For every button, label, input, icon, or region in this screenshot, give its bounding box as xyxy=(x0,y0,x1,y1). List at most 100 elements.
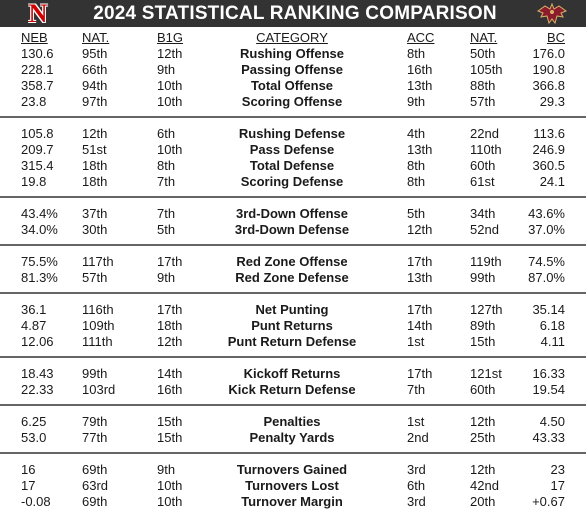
neb-value: 17 xyxy=(21,478,36,493)
neb-national-rank: 103rd xyxy=(82,382,116,397)
acc-rank: 13th xyxy=(407,142,433,157)
category-label: Total Defense xyxy=(249,158,335,173)
category-label: Rushing Defense xyxy=(238,126,346,141)
category-label: Red Zone Offense xyxy=(236,254,348,269)
neb-national-rank: 30th xyxy=(82,222,108,237)
table-row: 75.5% 117th 17th Red Zone Offense 17th 119th 7… xyxy=(0,254,586,270)
neb-national-rank: 18th xyxy=(82,158,108,173)
table-row: -0.08 69th 10th Turnover Margin 3rd 20th +0.67 xyxy=(0,494,586,510)
title-bar: N 2024 STATISTICAL RANKING COMPARISON xyxy=(0,0,586,27)
neb-national-rank: 63rd xyxy=(82,478,109,493)
table-row: 36.1 116th 17th Net Punting 17th 127th 35.14 xyxy=(0,302,586,318)
b1g-rank: 12th xyxy=(157,46,183,61)
neb-value: 81.3% xyxy=(21,270,58,285)
b1g-rank: 15th xyxy=(157,430,183,445)
bc-national-rank: 89th xyxy=(470,318,496,333)
neb-value: 34.0% xyxy=(21,222,58,237)
acc-rank: 17th xyxy=(407,366,433,381)
section-divider xyxy=(0,196,586,198)
b1g-rank: 8th xyxy=(157,158,176,173)
table-row: 228.1 66th 9th Passing Offense 16th 105th 190.… xyxy=(0,62,586,78)
acc-rank: 9th xyxy=(407,94,426,109)
bc-value: 16.33 xyxy=(532,366,565,381)
category-label: Passing Offense xyxy=(241,62,343,77)
neb-national-rank: 12th xyxy=(82,126,108,141)
bc-national-rank: 20th xyxy=(470,494,496,509)
acc-rank: 14th xyxy=(407,318,433,333)
category-label: Punt Returns xyxy=(251,318,333,333)
bc-national-rank: 121st xyxy=(470,366,502,381)
neb-national-rank: 57th xyxy=(82,270,108,285)
acc-rank: 1st xyxy=(407,334,425,349)
col-nat-neb: NAT. xyxy=(82,30,110,45)
table-row: 4.87 109th 18th Punt Returns 14th 89th 6.18 xyxy=(0,318,586,334)
b1g-rank: 15th xyxy=(157,414,183,429)
acc-rank: 17th xyxy=(407,302,433,317)
neb-national-rank: 111th xyxy=(82,334,113,349)
bc-national-rank: 50th xyxy=(470,46,496,61)
bc-value: 24.1 xyxy=(539,174,565,189)
acc-rank: 3rd xyxy=(407,494,426,509)
bc-value: 4.11 xyxy=(540,334,565,349)
neb-value: 23.8 xyxy=(21,94,47,109)
bc-value: 176.0 xyxy=(532,46,565,61)
neb-value: 6.25 xyxy=(21,414,47,429)
neb-national-rank: 95th xyxy=(82,46,108,61)
acc-rank: 8th xyxy=(407,158,426,173)
table-row: 6.25 79th 15th Penalties 1st 12th 4.50 xyxy=(0,414,586,430)
bc-value: 113.6 xyxy=(533,126,565,141)
acc-rank: 13th xyxy=(407,78,433,93)
bc-national-rank: 127th xyxy=(470,302,503,317)
acc-rank: 6th xyxy=(407,478,426,493)
bc-national-rank: 105th xyxy=(470,62,503,77)
neb-value: 43.4% xyxy=(21,206,58,221)
b1g-rank: 18th xyxy=(157,318,183,333)
neb-value: 228.1 xyxy=(21,62,54,77)
col-neb: NEB xyxy=(21,30,48,45)
table-row: 315.4 18th 8th Total Defense 8th 60th 360.5 xyxy=(0,158,586,174)
col-nat-bc: NAT. xyxy=(470,30,498,45)
table-row: 105.8 12th 6th Rushing Defense 4th 22nd 113.6 xyxy=(0,126,586,142)
table-row: 16 69th 9th Turnovers Gained 3rd 12th 23 xyxy=(0,462,586,478)
bc-value: 43.6% xyxy=(528,206,565,221)
neb-national-rank: 97th xyxy=(82,94,108,109)
acc-rank: 17th xyxy=(407,254,433,269)
acc-rank: 12th xyxy=(407,222,433,237)
category-label: Pass Defense xyxy=(249,142,335,157)
table-row: 43.4% 37th 7th 3rd-Down Offense 5th 34th 43.6% xyxy=(0,206,586,222)
table-row: 53.0 77th 15th Penalty Yards 2nd 25th 43.33 xyxy=(0,430,586,446)
neb-national-rank: 51st xyxy=(82,142,107,157)
b1g-rank: 7th xyxy=(157,206,176,221)
neb-value: 130.6 xyxy=(21,46,54,61)
table-row: 19.8 18th 7th Scoring Defense 8th 61st 24.1 xyxy=(0,174,586,190)
acc-rank: 8th xyxy=(407,46,426,61)
bc-national-rank: 119th xyxy=(470,254,502,269)
bc-national-rank: 12th xyxy=(470,462,496,477)
category-label: Penalty Yards xyxy=(249,430,335,445)
category-label: Penalties xyxy=(263,414,321,429)
category-label: 3rd-Down Offense xyxy=(236,206,348,221)
category-label: Red Zone Defense xyxy=(235,270,349,285)
b1g-rank: 10th xyxy=(157,494,183,509)
bc-national-rank: 88th xyxy=(470,78,496,93)
neb-value: 209.7 xyxy=(21,142,54,157)
category-label: Turnover Margin xyxy=(241,494,343,509)
neb-value: 19.8 xyxy=(21,174,47,189)
bc-national-rank: 12th xyxy=(470,414,496,429)
neb-national-rank: 18th xyxy=(82,174,108,189)
neb-value: 18.43 xyxy=(21,366,54,381)
neb-value: 4.87 xyxy=(21,318,47,333)
section-divider xyxy=(0,116,586,118)
acc-rank: 13th xyxy=(407,270,433,285)
col-bc: BC xyxy=(546,30,565,45)
neb-national-rank: 117th xyxy=(82,254,114,269)
bc-national-rank: 34th xyxy=(470,206,496,221)
neb-national-rank: 79th xyxy=(82,414,108,429)
acc-rank: 7th xyxy=(407,382,426,397)
eagle-icon xyxy=(536,2,568,25)
bc-national-rank: 42nd xyxy=(470,478,499,493)
neb-national-rank: 69th xyxy=(82,462,108,477)
b1g-rank: 5th xyxy=(157,222,176,237)
b1g-rank: 10th xyxy=(157,94,183,109)
category-label: Turnovers Gained xyxy=(236,462,348,477)
